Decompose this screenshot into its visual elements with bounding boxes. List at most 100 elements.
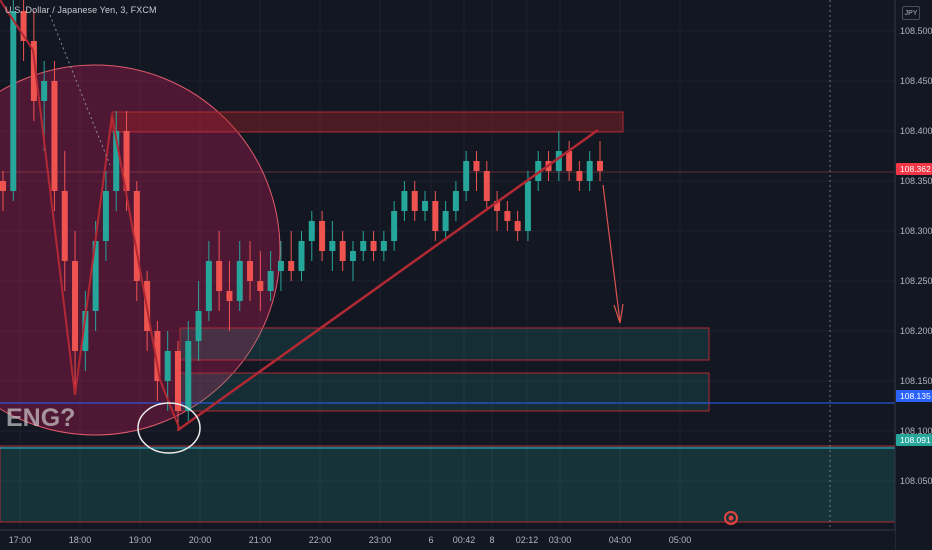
candle [267, 251, 274, 301]
price-tick-label: 108.050 [900, 476, 932, 486]
candle [452, 181, 459, 221]
candle [514, 211, 521, 241]
candle [0, 171, 6, 211]
projection-arrow [602, 184, 621, 323]
time-tick-label: 03:00 [549, 535, 572, 545]
candle [10, 0, 17, 201]
time-tick-label: 17:00 [9, 535, 32, 545]
candle [329, 221, 336, 271]
price-tags: 108.362 108.135 108.091 [896, 163, 932, 446]
zones [0, 111, 896, 523]
candle [82, 291, 89, 371]
candle [61, 151, 68, 291]
candle [113, 111, 120, 211]
arrow-head [613, 303, 624, 324]
candle [236, 241, 243, 311]
time-axis[interactable]: 17:00 18:00 19:00 20:00 21:00 22:00 23:00 6 00:4… [0, 529, 895, 550]
candle [174, 341, 181, 431]
candle [308, 211, 315, 261]
highlight-circle [0, 64, 281, 436]
candle [422, 191, 429, 221]
price-tag: 108.135 [896, 390, 932, 402]
price-axis-bg [895, 0, 932, 550]
time-tick-label: 00:42 [453, 535, 476, 545]
candle [401, 181, 408, 221]
price-tick-label: 108.450 [900, 76, 932, 86]
candle [277, 241, 284, 291]
candle [524, 171, 531, 241]
candle [185, 321, 192, 421]
candle [473, 151, 480, 191]
price-axis[interactable]: 108.500 108.450 108.400 108.350 108.300 108.2… [894, 0, 932, 550]
candle [205, 241, 212, 321]
price-tick-label: 108.250 [900, 276, 932, 286]
eng-annotation: ENG? [6, 404, 76, 432]
time-tick-label: 05:00 [669, 535, 692, 545]
time-tick-label: 19:00 [129, 535, 152, 545]
symbol-title: U.S. Dollar / Japanese Yen, 3, FXCM [5, 5, 157, 15]
candle [576, 161, 583, 191]
candle [20, 0, 27, 61]
candle [216, 231, 223, 311]
candle [411, 181, 418, 221]
price-tag: 108.091 [896, 434, 932, 446]
candle [535, 151, 542, 191]
svg-text:108.091: 108.091 [900, 435, 931, 445]
time-tick-label: 8 [489, 535, 494, 545]
candle [288, 231, 295, 281]
candle [442, 201, 449, 241]
svg-text:108.135: 108.135 [900, 391, 931, 401]
candle [360, 231, 367, 261]
price-tick-label: 108.300 [900, 226, 932, 236]
candle [226, 261, 233, 331]
currency-button[interactable]: JPY [902, 6, 920, 20]
candle [298, 231, 305, 281]
time-tick-label: 04:00 [609, 535, 632, 545]
time-tick-label: 23:00 [369, 535, 392, 545]
dotted-trendline [49, 14, 111, 166]
candle [504, 201, 511, 231]
time-axis-bg [0, 530, 895, 550]
candle [133, 181, 140, 301]
candle [370, 231, 377, 261]
time-tick-label: 20:00 [189, 535, 212, 545]
engulfing-ellipse [137, 402, 201, 454]
price-tick-label: 108.500 [900, 26, 932, 36]
candle [247, 241, 254, 301]
time-tick-label: 02:12 [516, 535, 539, 545]
price-tick-label: 108.100 [900, 426, 932, 436]
time-tick-label: 21:00 [249, 535, 272, 545]
candle [494, 191, 501, 231]
demand-zone-upper [179, 327, 710, 361]
candle [463, 151, 470, 201]
candle [586, 151, 593, 191]
candle [102, 171, 109, 261]
candle [566, 141, 573, 181]
time-tick-label: 22:00 [309, 535, 332, 545]
candle [380, 231, 387, 261]
trend-drawings [0, 0, 624, 454]
candle [483, 161, 490, 211]
time-tick-label: 18:00 [69, 535, 92, 545]
time-tick-label: 6 [428, 535, 433, 545]
candle [72, 231, 79, 391]
candle [391, 201, 398, 251]
candle [195, 281, 202, 361]
zigzag-line [0, 0, 181, 431]
candle [432, 191, 439, 241]
rising-trendline [177, 128, 599, 432]
event-marker[interactable] [724, 511, 738, 525]
candle [319, 211, 326, 261]
candle [257, 251, 264, 311]
candle [349, 241, 356, 281]
candle [555, 131, 562, 181]
svg-text:108.362: 108.362 [900, 164, 931, 174]
support-zone [0, 445, 896, 523]
price-tick-label: 108.400 [900, 126, 932, 136]
price-tick-label: 108.200 [900, 326, 932, 336]
price-tick-label: 108.150 [900, 376, 932, 386]
price-tag: 108.362 [896, 163, 932, 175]
candle [339, 231, 346, 271]
candles [0, 0, 603, 431]
